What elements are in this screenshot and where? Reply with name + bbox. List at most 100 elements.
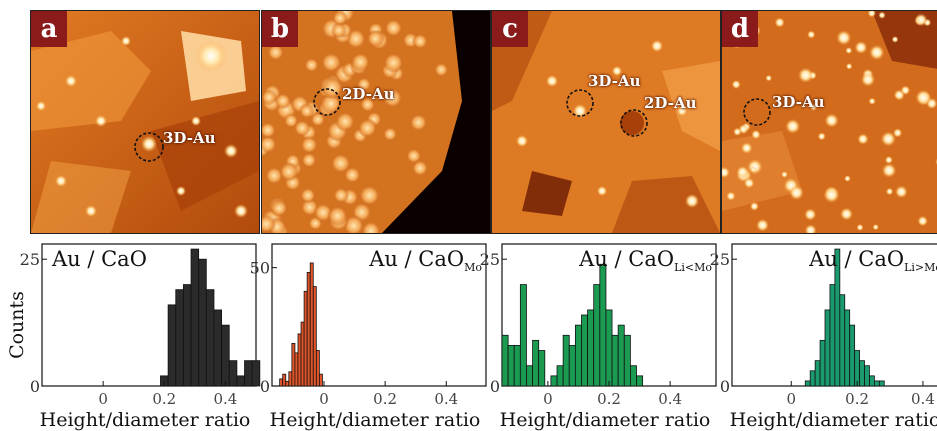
histogram-bar [291, 343, 296, 387]
histogram-bar [864, 365, 870, 387]
x-axis-label: Height/diameter ratio [40, 409, 251, 431]
histogram-bar [873, 380, 880, 387]
histogram-bar [629, 365, 637, 387]
annotation-3d-au: 3D-Au [163, 129, 216, 147]
histogram-bar [312, 286, 317, 387]
histogram-bar [844, 309, 851, 387]
histogram-bar [574, 324, 582, 387]
histogram-bar [854, 350, 860, 387]
x-tick-label: 0.4 [434, 390, 458, 408]
histogram-bar [839, 294, 846, 387]
histogram-bar [532, 339, 540, 387]
annotation-3d-au: 3D-Au [588, 72, 641, 90]
annotation-2d-au: 2D-Au [644, 94, 697, 112]
histogram-bar [288, 371, 293, 387]
plot-frame [41, 243, 257, 387]
stm-image-c: c 3D-Au 2D-Au [491, 10, 721, 234]
histogram-bar [568, 345, 576, 387]
panel-label-b: b [262, 11, 298, 47]
y-tick-label: 0 [720, 377, 730, 396]
panel-label-d: d [722, 11, 758, 47]
histogram-bar [859, 360, 865, 387]
histogram-bar [849, 324, 856, 387]
histogram-bar [251, 360, 261, 387]
histogram-bar [519, 284, 527, 387]
x-axis-label: Height/diameter ratio [730, 409, 937, 431]
histogram-bar [279, 378, 284, 387]
histogram-bar [303, 290, 308, 387]
x-tick-label: 0.2 [597, 390, 621, 408]
histogram-bar [605, 309, 613, 387]
x-tick-label: 0.2 [845, 390, 869, 408]
y-tick-label: 25 [20, 250, 40, 269]
histogram-bar [819, 339, 826, 387]
histogram-bar [562, 334, 570, 387]
histogram-bar [814, 360, 821, 387]
x-tick-label: 0 [786, 390, 796, 408]
histogram-bar [501, 334, 509, 387]
annotation-3d-au: 3D-Au [772, 93, 825, 111]
x-tick-label: 0.4 [658, 390, 682, 408]
y-tick-label: 25 [480, 250, 500, 269]
histogram-bar [538, 350, 546, 387]
histogram-bar [318, 373, 323, 387]
histogram-bar [804, 380, 811, 387]
histogram-bar [221, 324, 230, 387]
histogram-title: Au / CaOMo [368, 247, 482, 274]
x-tick-label: 0 [319, 390, 329, 408]
stm-image-a: a 3D-Au [30, 10, 260, 234]
histogram-bar [611, 334, 619, 387]
histogram-bar [587, 309, 595, 387]
annotation-2d-au: 2D-Au [342, 85, 395, 103]
histogram-bar [294, 352, 299, 387]
histogram-bar [824, 309, 831, 387]
histogram-bar [182, 284, 192, 387]
panel-label-c: c [492, 11, 528, 47]
histogram-bar [829, 284, 836, 387]
y-tick-label: 0 [30, 377, 40, 396]
histogram-bar [300, 321, 305, 387]
histogram-bar [228, 360, 238, 387]
histogram-bar [190, 248, 200, 387]
histogram-bar [507, 345, 515, 387]
x-tick-label: 0 [543, 390, 553, 408]
histogram-bar [550, 375, 558, 387]
y-tick-label: 0 [260, 377, 270, 396]
histogram-title: Au / CaO [51, 247, 147, 271]
histogram-bar [623, 334, 631, 387]
histogram-bar [581, 314, 589, 387]
x-tick-label: 0.2 [373, 390, 397, 408]
plot-frame [271, 243, 487, 387]
histogram-bar [513, 345, 521, 387]
histogram-bar [599, 263, 607, 387]
histogram-bar [309, 262, 314, 387]
histogram-bar [593, 284, 601, 387]
histogram-bar [175, 289, 184, 387]
histogram-a: 0 0.2 0.4 0 25 Height/diameter ratio Au / CaO [20, 238, 261, 431]
x-tick-label: 0.4 [911, 390, 935, 408]
y-tick-label: 25 [710, 250, 730, 269]
histogram-bar [636, 375, 644, 387]
histogram-bar [213, 309, 223, 387]
x-axis-label: Height/diameter ratio [500, 409, 711, 431]
histogram-bar [198, 258, 207, 387]
histogram-bar [809, 370, 816, 387]
histogram-bar [617, 324, 625, 387]
panel-label-a: a [31, 11, 67, 47]
histogram-bar [205, 289, 215, 387]
histogram-title: Au / CaOLi>Mo [808, 247, 937, 274]
histogram-bar [285, 380, 290, 387]
histogram-d: 0 0.2 0.4 0 25 Height/diameter ratio Au / CaOL… [710, 238, 937, 431]
histogram-c: 0 0.2 0.4 0 25 Height/diameter ratio Au / CaOL… [480, 238, 720, 431]
histogram-bar [282, 373, 287, 387]
stm-image-b: b 2D-Au [261, 10, 491, 234]
histogram-bar [236, 375, 245, 387]
histogram-bar [878, 380, 885, 387]
histogram-b: 0 0.2 0.4 0 50 Height/diameter ratio Au / CaOM… [250, 238, 490, 431]
x-tick-label: 0.2 [152, 390, 176, 408]
x-tick-label: 0 [98, 390, 108, 408]
histogram-title: Au / CaOLi<Mo [578, 247, 712, 274]
histogram-bar [315, 350, 320, 387]
histogram-bar [167, 304, 177, 387]
histogram-bar [297, 333, 302, 387]
